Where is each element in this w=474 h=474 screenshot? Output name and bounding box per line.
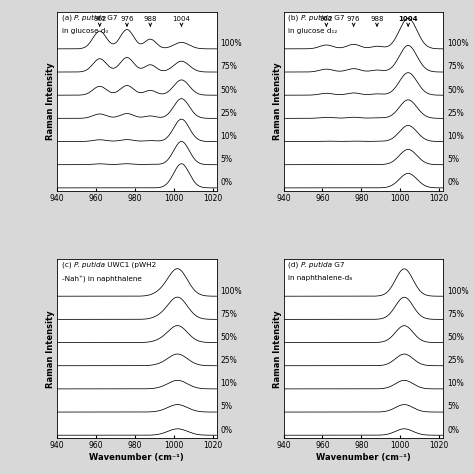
Text: 10%: 10% [447,132,464,141]
Text: 988: 988 [144,16,157,22]
Text: P. putida: P. putida [301,262,332,268]
Text: 5%: 5% [447,402,459,411]
Text: 50%: 50% [220,333,237,342]
Y-axis label: Raman Intensity: Raman Intensity [46,310,55,388]
Text: 0%: 0% [220,426,232,435]
Text: in glucose d₁₂: in glucose d₁₂ [288,28,337,34]
Text: 50%: 50% [447,85,464,94]
Text: 976: 976 [120,16,134,22]
Text: 988: 988 [370,16,384,22]
Text: 1004: 1004 [398,16,418,22]
Text: UWC1 (pWH2: UWC1 (pWH2 [105,262,156,268]
Y-axis label: Raman Intensity: Raman Intensity [273,63,282,140]
Text: 25%: 25% [220,109,237,118]
Text: 100%: 100% [220,39,242,48]
Text: P. putida: P. putida [301,15,332,21]
Text: (c): (c) [62,262,73,268]
Text: 75%: 75% [447,63,464,72]
X-axis label: Wavenumber (cm⁻¹): Wavenumber (cm⁻¹) [316,453,411,462]
Text: 0%: 0% [447,426,459,435]
Text: (a): (a) [62,15,74,21]
Text: 75%: 75% [220,63,237,72]
Text: 1004: 1004 [173,16,191,22]
Text: 50%: 50% [447,333,464,342]
Text: G7: G7 [332,15,345,20]
Text: 5%: 5% [220,155,232,164]
Text: 100%: 100% [220,287,242,296]
Text: G7: G7 [332,262,345,268]
Text: in glucose d₀: in glucose d₀ [62,28,108,34]
Text: -Nah⁺) in naphthalene: -Nah⁺) in naphthalene [62,275,142,283]
Text: in naphthalene-d₈: in naphthalene-d₈ [288,275,353,282]
Text: (b): (b) [288,15,301,21]
Text: 0%: 0% [220,178,232,187]
Text: 962: 962 [319,16,333,22]
Text: G7: G7 [105,15,118,20]
Text: 25%: 25% [447,109,464,118]
Y-axis label: Raman Intensity: Raman Intensity [46,63,55,140]
Text: 962: 962 [93,16,106,22]
Y-axis label: Raman Intensity: Raman Intensity [273,310,282,388]
Text: 50%: 50% [220,85,237,94]
Text: P. putida: P. putida [73,262,105,268]
Text: 100%: 100% [447,287,469,296]
Text: 100%: 100% [447,39,469,48]
Text: (d): (d) [288,262,301,268]
Text: 976: 976 [347,16,360,22]
Text: P. putida: P. putida [74,15,105,21]
Text: 10%: 10% [220,379,237,388]
Text: 5%: 5% [447,155,459,164]
Text: 75%: 75% [220,310,237,319]
Text: 10%: 10% [447,379,464,388]
Text: 10%: 10% [220,132,237,141]
X-axis label: Wavenumber (cm⁻¹): Wavenumber (cm⁻¹) [89,453,184,462]
Text: 0%: 0% [447,178,459,187]
Text: 25%: 25% [447,356,464,365]
Text: 25%: 25% [220,356,237,365]
Text: 75%: 75% [447,310,464,319]
Text: 5%: 5% [220,402,232,411]
